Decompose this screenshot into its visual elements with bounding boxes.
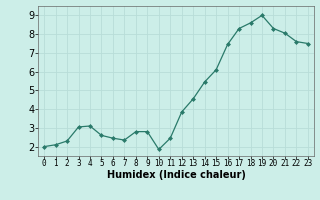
- X-axis label: Humidex (Indice chaleur): Humidex (Indice chaleur): [107, 170, 245, 180]
